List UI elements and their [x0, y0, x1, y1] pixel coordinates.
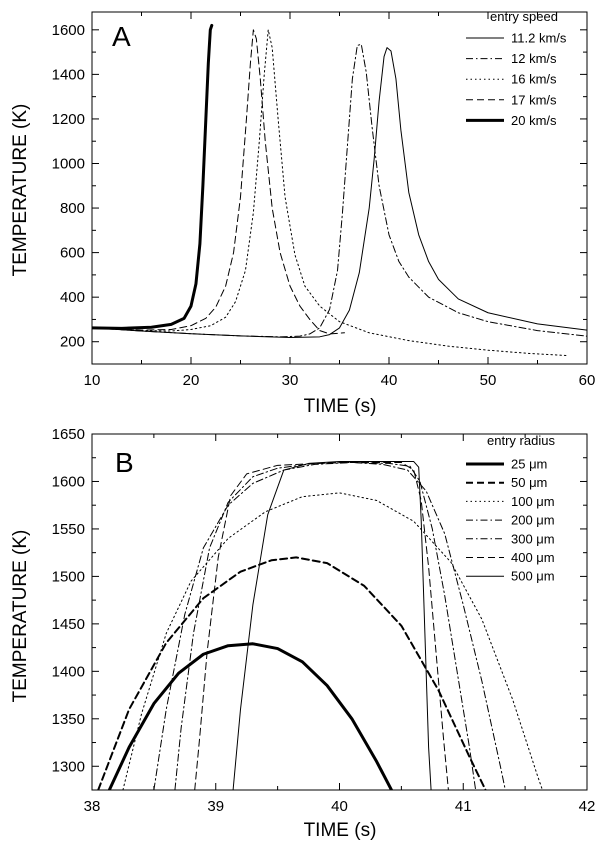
legend-label-2: 50 μm [511, 475, 547, 490]
panel-a-legend-title: entry speed [490, 9, 558, 24]
series-line-3 [92, 29, 568, 357]
legend-label-1: 25 μm [511, 457, 547, 472]
x-tick-label: 60 [579, 372, 596, 389]
legend-label-5: 300 μm [511, 531, 555, 546]
y-tick-label: 1550 [52, 521, 85, 538]
y-tick-label: 1500 [52, 568, 85, 585]
series-line-7 [232, 461, 432, 790]
y-tick-label: 1650 [52, 426, 85, 443]
series-line-1 [92, 47, 587, 338]
panel-b-series [97, 461, 543, 790]
x-tick-label: 40 [331, 798, 348, 815]
series-line-1 [107, 642, 393, 790]
x-tick-label: 20 [183, 372, 200, 389]
series-line-4 [92, 29, 345, 335]
x-tick-label: 50 [480, 372, 497, 389]
y-tick-label: 600 [60, 245, 85, 262]
series-line-4 [153, 461, 506, 790]
y-tick-label: 1400 [52, 66, 85, 83]
panel-a-x-axis-title: TIME (s) [304, 396, 377, 417]
y-tick-label: 1400 [52, 663, 85, 680]
series-line-6 [194, 461, 449, 790]
panel-a-series [92, 23, 587, 357]
series-line-5 [174, 461, 477, 790]
x-tick-label: 30 [282, 372, 299, 389]
legend-label-3: 16 km/s [511, 72, 557, 87]
y-tick-label: 400 [60, 289, 85, 306]
y-tick-label: 1000 [52, 155, 85, 172]
y-tick-label: 1600 [52, 22, 85, 39]
x-tick-label: 10 [84, 372, 101, 389]
series-line-2 [97, 556, 487, 790]
legend-label-1: 11.2 km/s [511, 31, 567, 46]
legend-label-2: 12 km/s [511, 51, 557, 66]
panel-b-letter: B [115, 447, 134, 478]
panel-b-legend: entry radius 25 μm 50 μm 100 μm 200 μm 300 μ… [466, 433, 555, 584]
panel-b-legend-title: entry radius [487, 433, 555, 448]
panel-b-chart: 38 39 40 41 42 1300 1350 1400 1450 1500 1550 1600 16… [10, 426, 595, 841]
panel-b-y-axis-title: TEMPERATURE (K) [10, 530, 31, 703]
panel-a-letter: A [112, 21, 131, 52]
y-tick-label: 200 [60, 334, 85, 351]
legend-label-7: 500 μm [511, 569, 555, 584]
x-tick-label: 38 [84, 798, 101, 815]
panel-a-legend: entry speed 11.2 km/s 12 km/s 16 km/s 17 km… [466, 9, 567, 128]
y-tick-label: 1300 [52, 758, 85, 775]
legend-label-3: 100 μm [511, 494, 555, 509]
panel-a-chart: 10 20 30 40 50 60 200 400 600 800 1000 1200 1400 1600… [10, 9, 595, 417]
panel-b-ticks: 38 39 40 41 42 1300 1350 1400 1450 1500 1550 1600 16… [52, 426, 596, 815]
x-tick-label: 41 [455, 798, 472, 815]
y-tick-label: 1200 [52, 111, 85, 128]
y-tick-label: 1600 [52, 473, 85, 490]
series-line-3 [122, 492, 543, 790]
y-tick-label: 1350 [52, 711, 85, 728]
legend-label-6: 400 μm [511, 550, 555, 565]
series-line-5 [92, 23, 214, 330]
y-tick-label: 800 [60, 200, 85, 217]
panel-a-y-axis-title: TEMPERATURE (K) [10, 104, 31, 277]
legend-label-5: 20 km/s [511, 113, 557, 128]
x-tick-label: 40 [381, 372, 398, 389]
x-tick-label: 39 [207, 798, 224, 815]
x-tick-label: 42 [579, 798, 596, 815]
series-line-2 [92, 43, 587, 338]
panel-a-ticks: 10 20 30 40 50 60 200 400 600 800 1000 1200 1400 1600 [52, 12, 596, 389]
legend-label-4: 17 km/s [511, 92, 557, 107]
y-tick-label: 1450 [52, 616, 85, 633]
legend-label-4: 200 μm [511, 513, 555, 528]
panel-b-x-axis-title: TIME (s) [304, 820, 377, 841]
